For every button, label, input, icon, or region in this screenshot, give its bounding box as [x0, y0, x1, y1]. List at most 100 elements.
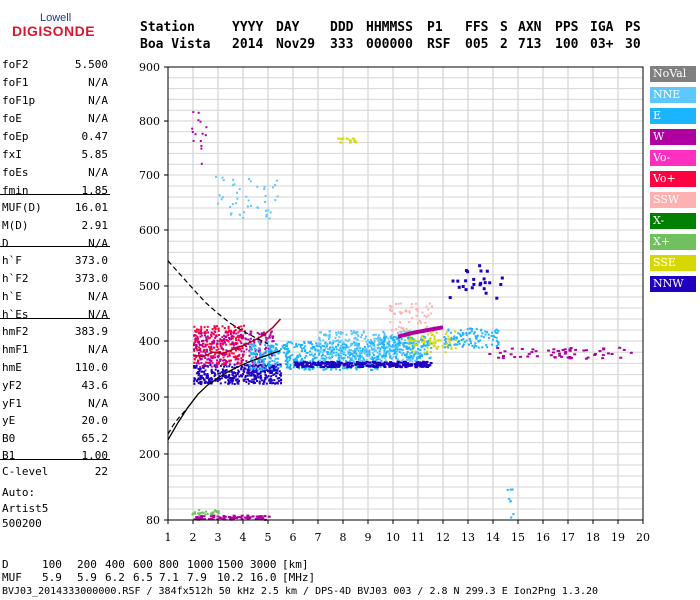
echo-point [370, 346, 373, 349]
echo-point [229, 517, 233, 520]
echo-point [465, 332, 468, 334]
echo-point [232, 374, 235, 377]
param-name: h`F2 [2, 272, 29, 285]
echo-point [308, 361, 312, 364]
echo-point [250, 346, 253, 349]
echo-point [519, 355, 522, 358]
echo-point [452, 337, 455, 340]
echo-point [206, 375, 208, 378]
echo-point [302, 347, 305, 350]
echo-point [301, 358, 303, 360]
echo-point [314, 357, 316, 359]
header-cell-b-8: 713 [518, 37, 542, 52]
echo-point [227, 334, 230, 337]
x-tick-label: 4 [240, 531, 247, 544]
echo-point [322, 339, 325, 342]
echo-point [372, 343, 375, 346]
echo-point [296, 365, 300, 368]
param-value: 0.47 [81, 130, 109, 143]
echo-point [344, 360, 347, 363]
echo-point [206, 343, 209, 346]
echo-point [338, 359, 341, 361]
echo-point [199, 515, 203, 518]
echo-point [314, 363, 317, 366]
echo-point [337, 353, 340, 356]
echo-point [455, 336, 458, 339]
echo-point [263, 351, 266, 354]
echo-point [412, 354, 415, 357]
echo-point [229, 338, 231, 341]
echo-point [296, 345, 298, 348]
echo-point [250, 330, 253, 333]
echo-point [208, 380, 211, 383]
echo-point [374, 362, 378, 365]
echo-point [223, 354, 226, 357]
echo-point [379, 364, 383, 367]
echo-point [382, 354, 385, 357]
echo-point [356, 345, 359, 348]
echo-point [256, 331, 259, 334]
echo-point [214, 356, 217, 359]
echo-point [353, 361, 355, 364]
echo-point [194, 340, 197, 342]
echo-point [331, 349, 333, 352]
echo-point [254, 381, 257, 384]
y-tick-label: 500 [139, 280, 160, 293]
echo-point [512, 513, 515, 516]
legend-item-noval: NoVal [650, 66, 696, 82]
legend-item-ssw: SSW [650, 192, 696, 208]
echo-point [460, 339, 463, 342]
echo-point [547, 349, 550, 352]
echo-point [427, 308, 430, 311]
echo-point [502, 355, 505, 357]
echo-point [254, 359, 257, 362]
echo-point [319, 350, 322, 353]
echo-point [241, 328, 243, 331]
echo-point [203, 332, 206, 335]
echo-point [247, 368, 250, 371]
echo-point [406, 330, 409, 333]
echo-point [269, 380, 272, 383]
echo-point [268, 360, 271, 363]
echo-point [376, 361, 380, 364]
echo-point [243, 370, 245, 373]
echo-point [355, 347, 358, 350]
echo-point [457, 285, 461, 289]
muf-value: 7.1 [159, 571, 179, 584]
echo-point [414, 365, 418, 368]
echo-point [234, 326, 236, 329]
echo-point [461, 345, 464, 348]
echo-point [549, 354, 553, 357]
echo-point [357, 365, 361, 368]
header-cell-b-7: 2 [500, 37, 508, 52]
echo-point [349, 360, 352, 363]
echo-point [249, 347, 252, 350]
echo-point [477, 346, 480, 349]
echo-point [317, 361, 321, 364]
echo-point [373, 349, 376, 352]
echo-point [193, 334, 196, 337]
echo-point [601, 357, 605, 360]
echo-point [530, 351, 534, 354]
echo-point [399, 351, 402, 354]
echo-point [219, 359, 222, 362]
echo-point [402, 344, 405, 346]
echo-point [383, 345, 385, 347]
echo-point [250, 353, 253, 356]
echo-point [379, 340, 382, 343]
param-value: N/A [88, 308, 108, 321]
param-row: yF1 N/A [2, 397, 108, 415]
echo-point [200, 330, 202, 333]
echo-point [351, 359, 354, 362]
echo-point [269, 333, 272, 336]
echo-point [392, 355, 395, 358]
echo-point [236, 191, 238, 194]
echo-point [314, 353, 316, 356]
echo-point [253, 366, 256, 369]
echo-point [509, 500, 512, 503]
echo-point [372, 358, 375, 360]
echo-point [247, 378, 249, 381]
echo-point [375, 349, 378, 352]
echo-point [276, 381, 279, 384]
legend-item-nnw: NNW [650, 276, 696, 292]
